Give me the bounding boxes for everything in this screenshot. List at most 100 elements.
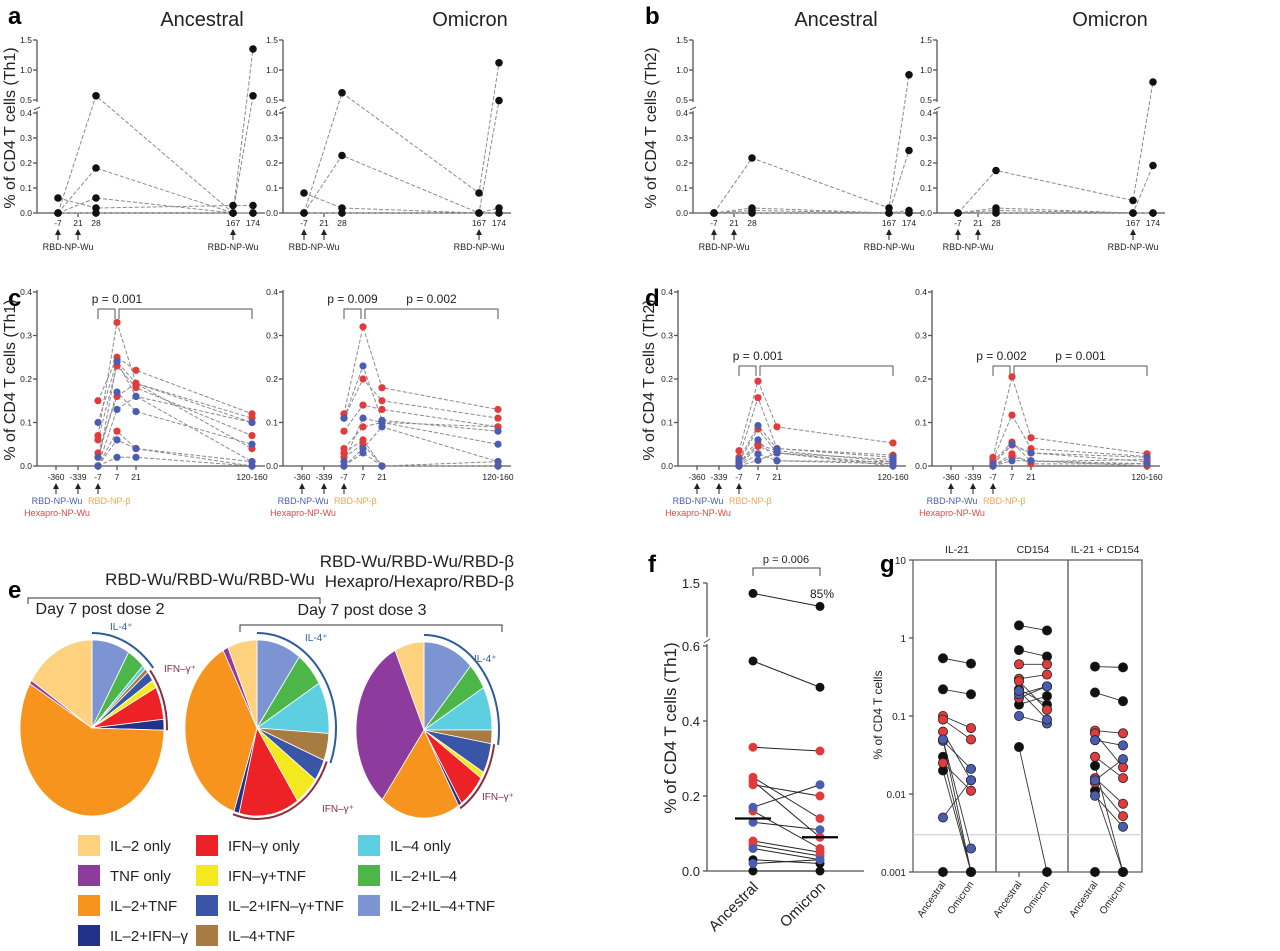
data-point bbox=[92, 209, 100, 217]
data-point bbox=[54, 209, 62, 217]
data-point bbox=[773, 449, 781, 457]
ifng-arc bbox=[459, 744, 496, 810]
y-tick-label: 0.1 bbox=[20, 418, 32, 428]
facet-title: CD154 bbox=[1017, 544, 1050, 556]
data-point bbox=[966, 775, 977, 786]
data-point bbox=[992, 166, 1000, 175]
panel-title: Ancestral bbox=[794, 9, 877, 31]
panel-title: Ancestral bbox=[160, 9, 243, 31]
data-point bbox=[1027, 457, 1035, 465]
data-point bbox=[1014, 676, 1025, 687]
x-category-label: Ancestral bbox=[992, 879, 1025, 919]
data-point bbox=[1090, 760, 1101, 771]
data-point bbox=[735, 462, 743, 470]
data-point bbox=[815, 780, 825, 790]
legend-label: IFN–γ only bbox=[228, 838, 300, 855]
y-tick-label: 0.2 bbox=[915, 374, 927, 384]
group-title: RBD-Wu/RBD-Wu/RBD-Wu bbox=[105, 570, 315, 589]
data-point bbox=[815, 791, 825, 801]
data-point bbox=[938, 653, 949, 664]
data-point bbox=[1118, 811, 1129, 822]
p-value-label: p = 0.002 bbox=[976, 349, 1027, 363]
x-tick-label: 21 bbox=[772, 472, 782, 482]
dose-label: Hexapro-NP-Wu bbox=[270, 508, 336, 518]
dose-label: RBD-NP-β bbox=[88, 496, 131, 506]
group-bracket bbox=[27, 597, 321, 604]
x-tick-label: -7 bbox=[989, 472, 997, 482]
data-point bbox=[1042, 669, 1053, 680]
x-tick-label: 21 bbox=[319, 218, 329, 228]
y-tick-label: 0.3 bbox=[915, 331, 927, 341]
dose-label: RBD-NP-Wu bbox=[673, 496, 724, 506]
x-tick-label: -339 bbox=[710, 472, 727, 482]
data-point bbox=[1149, 78, 1157, 86]
x-tick-label: -7 bbox=[300, 218, 308, 228]
data-point bbox=[748, 866, 758, 876]
data-point bbox=[885, 209, 893, 217]
x-tick-label: -360 bbox=[293, 472, 310, 482]
data-point bbox=[338, 209, 346, 217]
pair-line bbox=[752, 592, 821, 607]
series-line bbox=[343, 417, 499, 462]
y-tick-label: 0.3 bbox=[20, 133, 32, 143]
y-tick-label: 0.0 bbox=[676, 208, 688, 218]
dose-label: Hexapro-NP-Wu bbox=[24, 508, 90, 518]
pair-line bbox=[752, 780, 821, 838]
data-point bbox=[966, 723, 977, 734]
subgroup-title: Day 7 post dose 2 bbox=[36, 601, 165, 618]
data-point bbox=[748, 209, 756, 217]
panel-letter-e: e bbox=[8, 577, 21, 604]
data-point bbox=[938, 684, 949, 695]
data-point bbox=[249, 201, 257, 210]
series-line bbox=[97, 360, 253, 423]
data-point bbox=[1118, 754, 1129, 765]
series-line bbox=[343, 439, 499, 467]
y-tick-label: 0.3 bbox=[266, 331, 278, 341]
il4-arc bbox=[91, 632, 155, 669]
data-point bbox=[905, 209, 913, 217]
data-point bbox=[754, 450, 762, 458]
y-tick-label: 1.0 bbox=[20, 65, 32, 75]
dose-arrow-head bbox=[476, 229, 482, 235]
y-tick-label: 0.2 bbox=[20, 374, 32, 384]
y-tick-label: 0.1 bbox=[676, 183, 688, 193]
data-point bbox=[1008, 411, 1016, 419]
dose-label: RBD-NP-Wu bbox=[454, 242, 505, 252]
y-tick-label: 0.5 bbox=[676, 95, 688, 105]
data-point bbox=[94, 453, 102, 461]
data-point bbox=[1149, 161, 1157, 170]
percent-label: 85% bbox=[810, 587, 834, 601]
y-axis-label: % of CD4 T cells bbox=[871, 671, 885, 760]
legend-label: IL–2+TNF bbox=[110, 898, 177, 915]
data-point bbox=[1129, 196, 1137, 205]
legend-swatch bbox=[78, 895, 100, 916]
pie-slice bbox=[423, 641, 472, 732]
x-tick-label: -7 bbox=[735, 472, 743, 482]
data-point bbox=[1008, 373, 1016, 381]
series-line bbox=[97, 456, 253, 467]
x-tick-label: -360 bbox=[47, 472, 64, 482]
data-point bbox=[359, 375, 367, 383]
series-line bbox=[343, 378, 499, 419]
legend-label: IL–2 only bbox=[110, 838, 171, 855]
data-point bbox=[378, 423, 386, 431]
group-title: Hexapro/Hexapro/RBD-β bbox=[325, 572, 515, 591]
axis-break-mark bbox=[279, 106, 287, 111]
dose-arrow-head bbox=[321, 229, 327, 235]
y-axis-label: % of CD4 T cells (Th2) bbox=[641, 299, 658, 460]
ifng-arc-label: IFN–γ⁺ bbox=[322, 804, 354, 815]
data-point bbox=[378, 405, 386, 414]
panel-letter-a: a bbox=[8, 3, 22, 30]
data-point bbox=[992, 209, 1000, 217]
x-category-label: Ancestral bbox=[706, 879, 762, 935]
pair-line bbox=[752, 784, 821, 808]
x-tick-label: -339 bbox=[315, 472, 332, 482]
data-point bbox=[989, 462, 997, 470]
y-axis-label: % of CD4 T cells (Th1) bbox=[2, 47, 19, 208]
data-point bbox=[300, 189, 308, 197]
data-point bbox=[1118, 662, 1129, 673]
y-tick-label: 1.0 bbox=[676, 65, 688, 75]
data-point bbox=[815, 601, 825, 611]
legend-swatch bbox=[196, 895, 218, 916]
data-point bbox=[359, 362, 367, 370]
